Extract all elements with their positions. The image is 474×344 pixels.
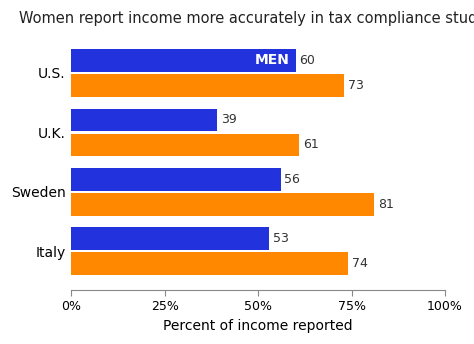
Text: 60: 60 [299,54,315,67]
Text: 61: 61 [303,138,319,151]
Bar [72,193,374,216]
Bar [72,133,299,156]
Bar [72,74,344,97]
Text: 73: 73 [348,79,364,92]
Bar [72,49,295,72]
X-axis label: Percent of income reported: Percent of income reported [164,319,353,333]
Bar [72,227,269,250]
Text: MEN: MEN [255,53,290,67]
Bar [72,168,281,191]
Bar [72,252,348,275]
Bar [72,109,217,131]
Text: 53: 53 [273,232,289,245]
Text: 56: 56 [284,173,300,186]
Text: 81: 81 [378,198,393,211]
Text: 74: 74 [352,257,367,270]
Title: Women report income more accurately in tax compliance studies: Women report income more accurately in t… [18,11,474,26]
Text: 39: 39 [221,114,237,126]
Text: WOMEN: WOMEN [276,78,338,92]
